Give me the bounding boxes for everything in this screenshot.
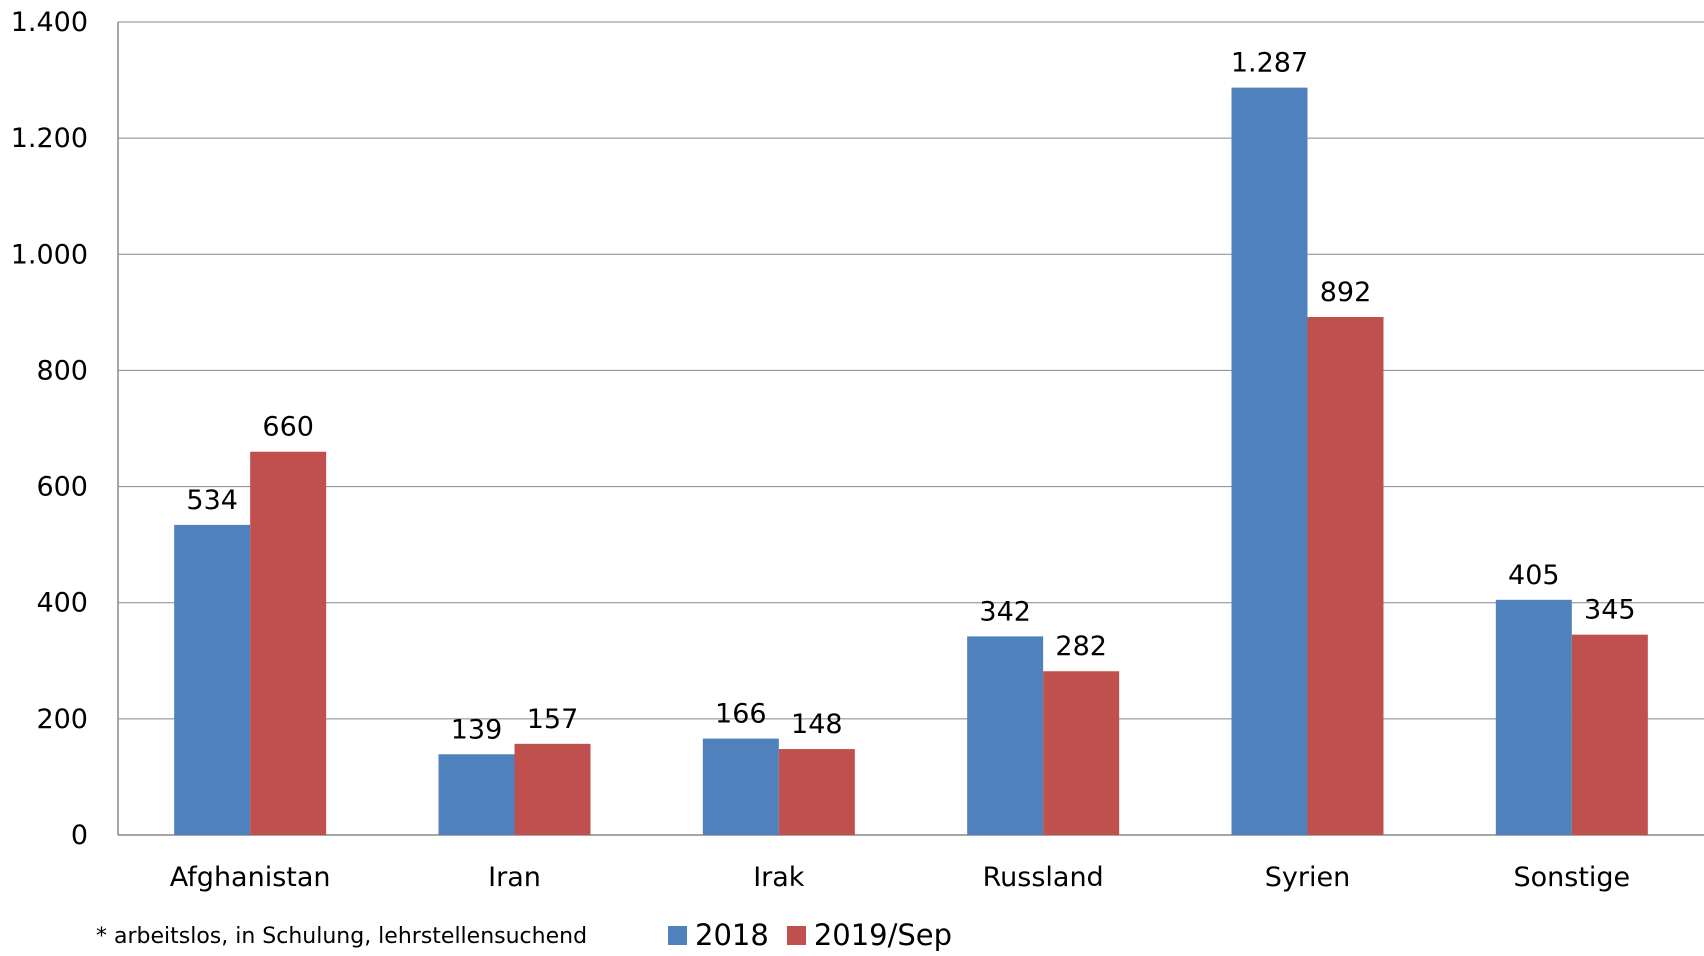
legend-item-2018: 2018 (668, 918, 769, 952)
y-tick-label: 0 (71, 820, 88, 851)
y-tick-label: 200 (36, 704, 88, 735)
data-label: 534 (186, 485, 238, 516)
y-tick-label: 1.400 (11, 7, 88, 38)
data-label: 166 (715, 699, 767, 730)
bar (1043, 671, 1120, 835)
data-label: 660 (262, 412, 314, 443)
data-label: 1.287 (1231, 48, 1308, 79)
data-label: 405 (1508, 560, 1560, 591)
y-tick-label: 400 (36, 588, 88, 619)
x-tick-label: Afghanistan (170, 862, 331, 893)
x-tick-label: Syrien (1265, 862, 1350, 893)
legend-swatch-2018 (668, 925, 687, 945)
y-tick-label: 1.000 (11, 239, 88, 270)
bar (778, 749, 855, 835)
y-tick-label: 800 (36, 355, 88, 386)
legend: 2018 2019/Sep (668, 918, 970, 952)
x-tick-label: Irak (753, 862, 805, 893)
bar (250, 451, 327, 835)
bar (514, 743, 591, 835)
x-tick-label: Sonstige (1513, 862, 1630, 893)
y-tick-label: 600 (36, 472, 88, 503)
data-label: 148 (791, 709, 843, 740)
data-label: 345 (1584, 595, 1636, 626)
data-label: 282 (1055, 631, 1107, 662)
bar (438, 754, 515, 835)
data-label: 157 (527, 704, 579, 735)
data-label: 892 (1320, 277, 1372, 308)
bar (1571, 634, 1648, 835)
bar (967, 636, 1044, 835)
x-tick-label: Iran (488, 862, 541, 893)
y-tick-label: 1.200 (11, 123, 88, 154)
legend-label-2019-sep: 2019/Sep (813, 918, 953, 952)
bar (174, 524, 251, 835)
legend-label-2018: 2018 (695, 918, 769, 952)
data-label: 342 (979, 596, 1031, 627)
bar (702, 738, 779, 835)
bar (1307, 317, 1384, 835)
bar-chart: 0 200 400 600 800 1.000 1.200 1.400 534 660 Afghan… (11, 7, 1704, 893)
x-tick-label: Russland (983, 862, 1104, 893)
bar (1231, 87, 1308, 835)
footnote: * arbeitslos, in Schulung, lehrstellensu… (96, 924, 588, 949)
bar (1495, 599, 1572, 835)
legend-swatch-2019-sep (786, 925, 806, 945)
legend-item-2019-sep: 2019/Sep (786, 918, 953, 952)
data-label: 139 (451, 714, 503, 745)
